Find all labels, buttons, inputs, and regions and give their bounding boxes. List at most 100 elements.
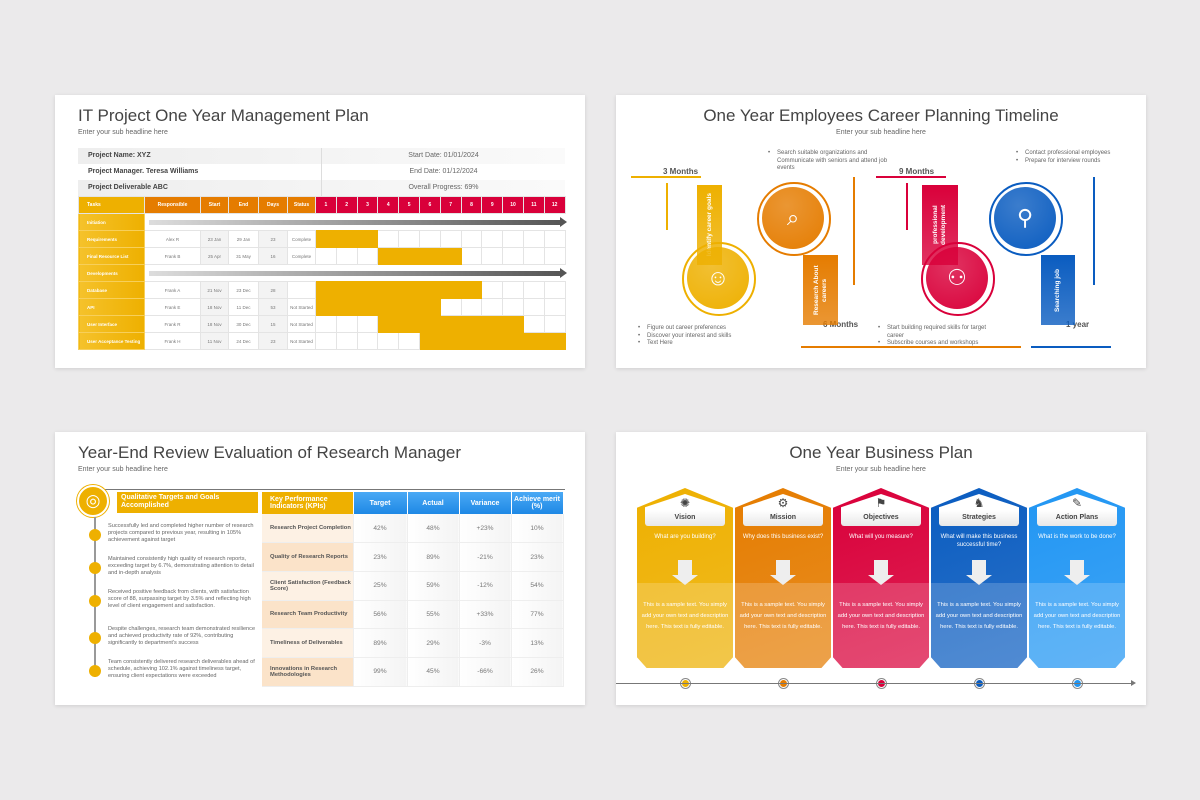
gantt-row: Database Frank A 21 Nov 23 Dec 28 (78, 281, 566, 299)
note-item: Start building required skills for targe… (878, 325, 998, 340)
month-header: 5 (398, 196, 420, 214)
note-item: Text Here (638, 340, 758, 348)
column-header: Responsible (144, 196, 201, 214)
card-shade (637, 583, 733, 668)
gantt-bar-cell (543, 332, 566, 350)
gantt-bar-cell (418, 315, 441, 333)
task-status: Not Started (287, 315, 316, 333)
task-name: Requirements (78, 230, 145, 248)
qualitative-item: Team consistently delivered research del… (108, 659, 255, 679)
plan-card-mission: ⚙ Mission Why does this business exist? Thi… (735, 488, 831, 668)
stage-notes: Contact professional employeesPrepare fo… (1016, 150, 1136, 165)
gantt-bar-cell (460, 332, 483, 350)
lightbulb-icon: ✺ (679, 496, 691, 510)
gantt-bar-cell (418, 281, 441, 299)
month-header: 2 (335, 196, 358, 214)
slide-subtitle: Enter your sub headline here (836, 466, 926, 473)
task-start: 18 Nov (200, 298, 229, 316)
target-icon: ◎ (77, 485, 109, 517)
gantt-bar-cell (356, 298, 379, 316)
card-shade (833, 583, 929, 668)
kpi-value: 56% (353, 600, 408, 630)
task-days: 23 (258, 332, 288, 350)
gantt-bar-cell (460, 315, 483, 333)
month-header: 9 (481, 196, 504, 214)
timeline-dot (89, 562, 101, 574)
project-info-right: Start Date: 01/01/2024 (321, 148, 565, 164)
slide-title: One Year Employees Career Planning Timel… (703, 106, 1059, 125)
task-status: Not Started (287, 298, 316, 316)
kpi-row: Quality of Research Reports 23% 89% -21% 23% (262, 542, 564, 572)
gantt-empty-cell (543, 247, 566, 265)
chess-knight-icon: ♞ (973, 496, 985, 510)
gantt-empty-cell (356, 315, 379, 333)
timeline-dot (89, 632, 101, 644)
card-shade (931, 583, 1027, 668)
gear-icon: ⚙ (777, 496, 789, 510)
gantt-bar-cell (315, 298, 337, 316)
stage-ring (757, 182, 831, 256)
card-label: Action Plans (1037, 510, 1117, 526)
stage-ring (989, 182, 1063, 256)
slide-subtitle: Enter your sub headline here (78, 129, 168, 136)
gantt-row: API Frank E 18 Nov 11 Dec 53 Not Started (78, 298, 566, 316)
kpi-value: 42% (353, 514, 408, 544)
column-header: Start (200, 196, 229, 214)
card-label: Objectives (841, 510, 921, 526)
stage-ring (921, 242, 995, 316)
kpi-name: Quality of Research Reports (262, 542, 354, 572)
kpi-value: 48% (407, 514, 460, 544)
kpi-name: Innovations in Research Methodologies (262, 657, 354, 687)
task-status: Complete (287, 247, 316, 265)
task-responsible: Frank A (144, 281, 201, 299)
task-days: 23 (258, 230, 288, 248)
task-name: Final Resource List (78, 247, 145, 265)
card-question: What are you building? (654, 534, 716, 540)
gantt-empty-cell (460, 230, 483, 248)
gantt-empty-cell (481, 230, 504, 248)
stage-notes: Start building required skills for targe… (878, 325, 998, 348)
task-days: 16 (258, 247, 288, 265)
gantt-bar-cell (439, 332, 462, 350)
stage-notes: Figure out career preferencesDiscover yo… (638, 325, 758, 348)
stage-arrow-line (906, 183, 908, 230)
phase-arrow (149, 217, 568, 227)
gantt-bar-cell (398, 247, 420, 265)
kpi-row: Timeliness of Deliverables 89% 29% -3% 13% (262, 628, 564, 658)
task-name: Developments (78, 264, 145, 282)
gantt-empty-cell (522, 247, 545, 265)
stage-baseline (631, 176, 701, 178)
card-label: Vision (645, 510, 725, 526)
gantt-bar-cell (418, 298, 441, 316)
timeline-dot (89, 529, 101, 541)
stage-period: 6 Months (823, 320, 859, 329)
project-info-left: Project Deliverable ABC (88, 184, 168, 192)
timeline-axis (616, 680, 1136, 686)
slide-it-project-plan: IT Project One Year Management Plan Ente… (55, 95, 585, 368)
slide-title: Year-End Review Evaluation of Research M… (78, 443, 462, 462)
gantt-bar-cell (335, 281, 358, 299)
stage-label: Searching job (1054, 268, 1062, 312)
kpi-value: +23% (459, 514, 512, 544)
task-start: 25 Apr (200, 247, 229, 265)
note-item: Contact professional employees (1016, 150, 1136, 158)
plan-card-strategies: ♞ Strategies What will make this business … (931, 488, 1027, 668)
gantt-empty-cell (522, 230, 545, 248)
kpi-column-header: Variance (459, 492, 512, 514)
gantt-bar-cell (481, 332, 504, 350)
card-label: Strategies (939, 510, 1019, 526)
month-header: 3 (356, 196, 379, 214)
kpi-value: 45% (407, 657, 460, 687)
flag-steps-icon: ⚑ (875, 496, 887, 510)
kpi-row: Client Satisfaction (Feedback Score) 25% 5… (262, 571, 564, 601)
gantt-row: Initiation (78, 213, 568, 231)
gantt-empty-cell (439, 230, 462, 248)
gantt-empty-cell (522, 298, 545, 316)
qualitative-item: Maintained consistently high quality of … (108, 556, 254, 576)
gantt-empty-cell (502, 247, 524, 265)
kpi-value: -66% (459, 657, 512, 687)
slide-title: IT Project One Year Management Plan (78, 106, 369, 125)
kpi-value: +33% (459, 600, 512, 630)
kpi-column-header: Actual (407, 492, 460, 514)
gantt-bar-cell (398, 298, 420, 316)
